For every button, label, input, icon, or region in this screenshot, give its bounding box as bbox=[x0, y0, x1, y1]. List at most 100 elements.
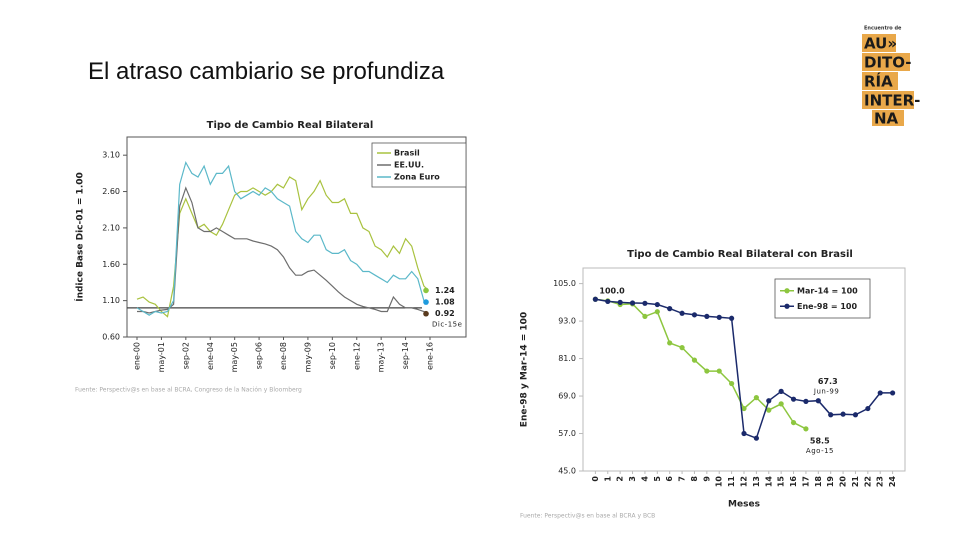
x-tick-label: 4 bbox=[640, 476, 649, 482]
end-dot bbox=[423, 287, 429, 294]
x-tick-label: 14 bbox=[764, 476, 773, 488]
series-marker bbox=[654, 301, 660, 308]
series-marker bbox=[778, 401, 784, 407]
x-tick-label: sep-14 bbox=[401, 342, 410, 369]
series-marker bbox=[691, 357, 698, 363]
x-tick-label: 2 bbox=[616, 476, 625, 482]
x-tick-label: 10 bbox=[715, 476, 724, 488]
series-marker bbox=[716, 368, 722, 374]
slide-title: El atraso cambiario se profundiza bbox=[88, 58, 445, 85]
y-tick-label: 0.60 bbox=[102, 333, 120, 342]
annotation-sub: Jun-99 bbox=[813, 387, 839, 395]
series-marker bbox=[790, 419, 797, 426]
legend-marker bbox=[784, 303, 790, 309]
series-marker bbox=[753, 395, 759, 401]
y-tick-label: 93.0 bbox=[558, 317, 576, 326]
y-tick-label: 3.10 bbox=[102, 151, 120, 160]
legend-box bbox=[774, 278, 871, 319]
plot-frame bbox=[126, 136, 467, 338]
annotation: 100.0 bbox=[599, 287, 625, 296]
x-tick-label: ene-08 bbox=[279, 342, 288, 370]
x-tick-label: 22 bbox=[863, 476, 872, 487]
x-tick-label: ene-12 bbox=[352, 342, 361, 370]
end-label: 1.24 bbox=[435, 286, 455, 295]
x-tick-label: 21 bbox=[851, 476, 860, 488]
y-tick-label: 1.10 bbox=[102, 296, 120, 305]
y-axis-label: Ene-98 y Mar-14 = 100 bbox=[520, 312, 530, 427]
series-marker bbox=[592, 296, 598, 302]
series-marker bbox=[766, 398, 772, 404]
series-marker bbox=[840, 411, 846, 417]
x-tick-label: ene-04 bbox=[206, 342, 215, 370]
series-marker bbox=[642, 300, 648, 306]
legend-label: Brasil bbox=[394, 149, 420, 158]
series-marker bbox=[617, 299, 623, 305]
x-tick-label: 23 bbox=[876, 476, 885, 487]
x-tick-label: 16 bbox=[789, 476, 798, 488]
y-tick-label: 1.60 bbox=[102, 260, 120, 269]
y-tick-label: 45.0 bbox=[558, 467, 576, 476]
series-marker bbox=[877, 390, 883, 396]
x-tick-label: 5 bbox=[653, 476, 662, 482]
logo-top: Encuentro de bbox=[864, 26, 902, 32]
series-marker bbox=[790, 396, 797, 402]
series-marker bbox=[865, 405, 871, 412]
series-line bbox=[136, 176, 429, 318]
y-tick-label: 2.10 bbox=[102, 223, 120, 232]
x-tick-label: sep-06 bbox=[255, 342, 264, 369]
series-marker bbox=[729, 380, 735, 387]
x-tick-label: 24 bbox=[888, 476, 897, 488]
logo-block bbox=[872, 110, 904, 126]
legend-label: Mar-14 = 100 bbox=[797, 286, 858, 295]
x-tick-label: 19 bbox=[826, 476, 835, 488]
x-tick-label: 3 bbox=[628, 476, 637, 482]
legend-label: Zona Euro bbox=[394, 173, 440, 182]
series-marker bbox=[741, 430, 747, 437]
x-tick-label: may-01 bbox=[157, 342, 166, 372]
source: Fuente: Perspectiv@s en base al BCRA y B… bbox=[520, 513, 655, 520]
series-marker bbox=[704, 313, 710, 320]
logo-block bbox=[862, 53, 910, 71]
x-axis-label: Meses bbox=[728, 500, 760, 510]
chart: Tipo de Cambio Real Bilateral Índice Base… bbox=[74, 120, 467, 394]
logo-line: RÍA bbox=[864, 72, 893, 91]
series-marker bbox=[679, 310, 685, 316]
x-tick-label: 20 bbox=[839, 476, 848, 488]
end-note: Dic-15e bbox=[432, 321, 462, 329]
series-marker bbox=[667, 306, 673, 312]
series-marker bbox=[741, 405, 747, 412]
x-tick-label: 6 bbox=[665, 476, 674, 482]
x-tick-label: 17 bbox=[801, 476, 810, 487]
legend-label: Ene-98 = 100 bbox=[797, 302, 857, 311]
end-dot bbox=[423, 310, 429, 317]
series-marker bbox=[642, 313, 648, 320]
annotation: 67.3 bbox=[818, 377, 838, 386]
series-marker bbox=[753, 435, 759, 441]
x-tick-label: 13 bbox=[752, 476, 761, 487]
y-tick-label: 2.60 bbox=[102, 187, 120, 196]
series-marker bbox=[890, 390, 896, 396]
series-marker bbox=[852, 412, 859, 418]
y-tick-label: 105.0 bbox=[553, 279, 576, 288]
logo-line: INTER- bbox=[864, 92, 920, 110]
series-line bbox=[137, 186, 429, 315]
y-tick-label: 69.0 bbox=[558, 392, 576, 401]
series-marker bbox=[803, 426, 809, 432]
y-tick-label: 81.0 bbox=[558, 354, 576, 363]
logo-line: DITO- bbox=[864, 54, 912, 72]
x-tick-label: ene-16 bbox=[426, 342, 435, 370]
series-marker bbox=[605, 298, 611, 305]
chart: Tipo de Cambio Real Bilateral con Brasil… bbox=[520, 249, 906, 520]
x-tick-label: 11 bbox=[727, 476, 736, 488]
series-marker bbox=[629, 300, 636, 306]
x-tick-label: ene-00 bbox=[133, 342, 142, 370]
x-tick-label: sep-10 bbox=[328, 342, 337, 369]
x-tick-label: may-13 bbox=[377, 342, 386, 372]
x-tick-label: 8 bbox=[690, 476, 699, 482]
series-marker bbox=[667, 340, 673, 346]
end-label: 0.92 bbox=[435, 309, 455, 318]
series-line bbox=[136, 160, 429, 316]
x-tick-label: 9 bbox=[702, 476, 711, 482]
logo-block bbox=[862, 34, 896, 52]
